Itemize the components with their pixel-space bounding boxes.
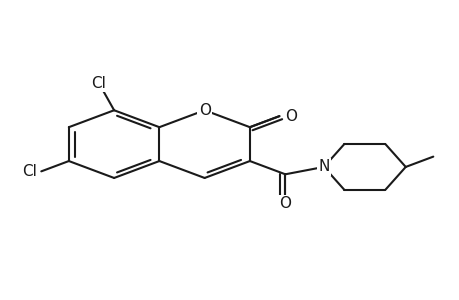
Text: Cl: Cl bbox=[22, 164, 37, 179]
Text: O: O bbox=[284, 109, 296, 124]
Text: Cl: Cl bbox=[91, 76, 106, 91]
Text: N: N bbox=[318, 159, 329, 174]
Text: O: O bbox=[279, 196, 291, 211]
Text: O: O bbox=[198, 103, 210, 118]
